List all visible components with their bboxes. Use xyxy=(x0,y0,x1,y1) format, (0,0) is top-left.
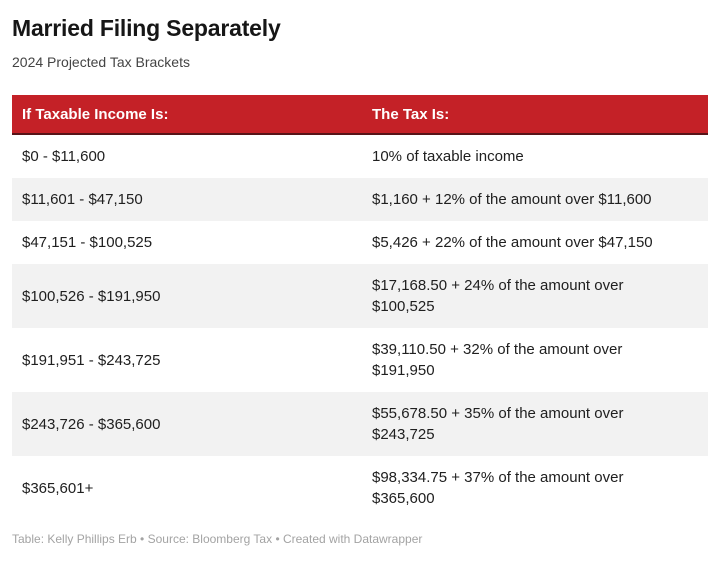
table-row: $47,151 - $100,525 $5,426 + 22% of the a… xyxy=(12,221,708,264)
income-range-cell: $365,601+ xyxy=(22,479,94,497)
tax-bracket-table: If Taxable Income Is: The Tax Is: $0 - $… xyxy=(12,95,708,520)
income-range-cell: $11,601 - $47,150 xyxy=(22,191,143,208)
tax-formula-cell: $98,334.75 + 37% of the amount over $365… xyxy=(372,469,624,507)
tax-formula-cell: $1,160 + 12% of the amount over $11,600 xyxy=(372,191,652,208)
column-header-income: If Taxable Income Is: xyxy=(22,105,169,123)
income-range-cell: $100,526 - $191,950 xyxy=(22,287,161,305)
tax-formula-cell: $5,426 + 22% of the amount over $47,150 xyxy=(372,234,653,251)
tax-formula-cell: 10% of taxable income xyxy=(372,148,524,165)
income-range-cell: $47,151 - $100,525 xyxy=(22,234,153,251)
table-row: $243,726 - $365,600 $55,678.50 + 35% of … xyxy=(12,392,708,456)
page-title: Married Filing Separately xyxy=(12,15,281,41)
income-range-cell: $243,726 - $365,600 xyxy=(22,415,161,433)
tax-formula-cell: $17,168.50 + 24% of the amount over $100… xyxy=(372,277,624,315)
income-range-cell: $191,951 - $243,725 xyxy=(22,351,161,369)
page-subtitle: 2024 Projected Tax Brackets xyxy=(12,54,190,70)
table-row: $365,601+ $98,334.75 + 37% of the amount… xyxy=(12,456,708,520)
table-row: $100,526 - $191,950 $17,168.50 + 24% of … xyxy=(12,264,708,328)
tax-formula-cell: $39,110.50 + 32% of the amount over $191… xyxy=(372,341,623,379)
column-header-tax: The Tax Is: xyxy=(372,105,450,123)
table-header-row: If Taxable Income Is: The Tax Is: xyxy=(12,95,708,135)
table-row: $0 - $11,600 10% of taxable income xyxy=(12,135,708,178)
table-footnote: Table: Kelly Phillips Erb • Source: Bloo… xyxy=(12,532,423,546)
tax-formula-cell: $55,678.50 + 35% of the amount over $243… xyxy=(372,405,624,443)
table-row: $191,951 - $243,725 $39,110.50 + 32% of … xyxy=(12,328,708,392)
table-row: $11,601 - $47,150 $1,160 + 12% of the am… xyxy=(12,178,708,221)
income-range-cell: $0 - $11,600 xyxy=(22,148,106,165)
